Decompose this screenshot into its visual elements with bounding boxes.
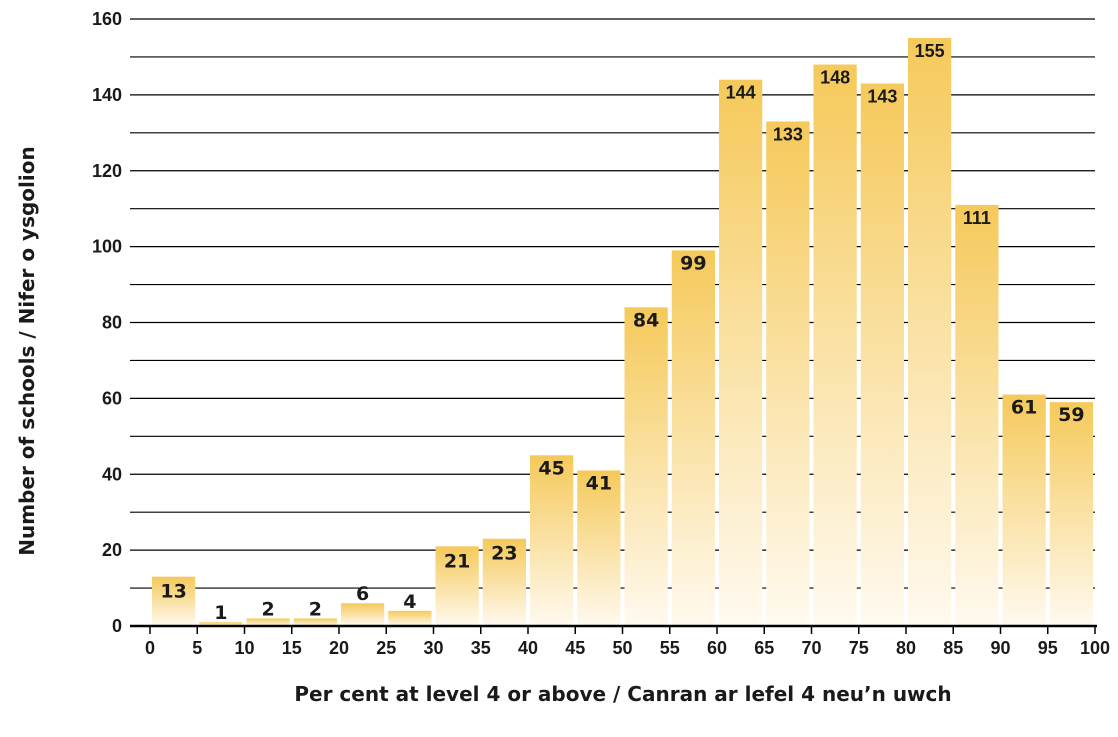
y-tick-label: 140 <box>92 85 122 105</box>
bar <box>435 546 479 626</box>
bar <box>955 204 999 627</box>
bar <box>860 83 904 626</box>
x-tick-label: 80 <box>896 638 916 658</box>
bar <box>1049 402 1093 626</box>
bar <box>766 121 810 627</box>
data-label: 143 <box>867 86 897 106</box>
x-tick-label: 20 <box>329 638 349 658</box>
bar <box>624 307 668 626</box>
data-label: 2 <box>309 598 322 620</box>
x-tick-label: 25 <box>376 638 396 658</box>
data-label: 4 <box>403 591 416 613</box>
y-tick-label: 40 <box>102 464 122 484</box>
x-tick-label: 75 <box>849 638 869 658</box>
bar <box>482 538 526 626</box>
bar <box>671 250 715 626</box>
x-tick-label: 50 <box>612 638 632 658</box>
bar <box>1002 394 1046 626</box>
x-tick-label: 100 <box>1080 638 1110 658</box>
x-tick-label: 70 <box>801 638 821 658</box>
bar <box>199 622 243 626</box>
y-tick-label: 60 <box>102 388 122 408</box>
data-label: 84 <box>633 309 659 331</box>
y-tick-label: 160 <box>92 9 122 29</box>
x-tick-label: 85 <box>943 638 963 658</box>
data-label: 99 <box>680 252 706 274</box>
bar <box>577 470 621 626</box>
y-tick-label: 120 <box>92 161 122 181</box>
y-tick-label: 80 <box>102 313 122 333</box>
data-label: 61 <box>1011 397 1037 419</box>
data-label: 23 <box>491 543 517 565</box>
data-label: 1 <box>214 602 227 624</box>
y-tick-label: 100 <box>92 237 122 257</box>
x-tick-label: 40 <box>518 638 538 658</box>
bar <box>341 603 385 626</box>
data-label: 59 <box>1058 404 1084 426</box>
data-label: 45 <box>538 457 564 479</box>
data-label: 6 <box>356 583 369 605</box>
data-label: 155 <box>915 41 945 61</box>
data-label: 21 <box>444 550 470 572</box>
bar <box>388 610 432 626</box>
x-axis-title: Per cent at level 4 or above / Canran ar… <box>294 682 951 706</box>
data-label: 41 <box>586 472 612 494</box>
y-tick-label: 20 <box>102 540 122 560</box>
data-label: 144 <box>726 83 756 103</box>
x-tick-label: 5 <box>192 638 202 658</box>
y-tick-label: 0 <box>112 616 122 636</box>
x-tick-label: 95 <box>1038 638 1058 658</box>
data-label: 148 <box>820 68 850 88</box>
bar <box>152 576 196 626</box>
x-tick-label: 55 <box>660 638 680 658</box>
x-tick-label: 45 <box>565 638 585 658</box>
data-label: 133 <box>773 124 803 144</box>
y-axis-title: Number of schools / Nifer o ysgolion <box>15 146 39 555</box>
bar <box>813 64 857 626</box>
x-tick-label: 10 <box>234 638 254 658</box>
data-labels: 13 1 2 2 6 4 21 23 45 41 84 99 144 133 148 143 155 111 61 5… <box>160 41 1084 624</box>
data-label: 13 <box>160 581 186 603</box>
bar <box>530 455 574 626</box>
bar <box>908 37 952 626</box>
data-label: 111 <box>963 208 991 228</box>
x-tick-label: 90 <box>990 638 1010 658</box>
x-tick-label: 60 <box>707 638 727 658</box>
x-tick-label: 30 <box>423 638 443 658</box>
bar <box>246 618 290 626</box>
bars <box>152 37 1093 627</box>
axes: 0 5 10 15 20 25 30 35 40 45 50 55 60 65 70 75 80 85 90 95 10… <box>92 9 1110 658</box>
x-tick-label: 65 <box>754 638 774 658</box>
x-tick-label: 35 <box>471 638 491 658</box>
x-tick-label: 15 <box>282 638 302 658</box>
data-label: 2 <box>262 598 275 620</box>
bar <box>719 79 763 626</box>
bar <box>293 618 337 626</box>
x-tick-label: 0 <box>145 638 155 658</box>
